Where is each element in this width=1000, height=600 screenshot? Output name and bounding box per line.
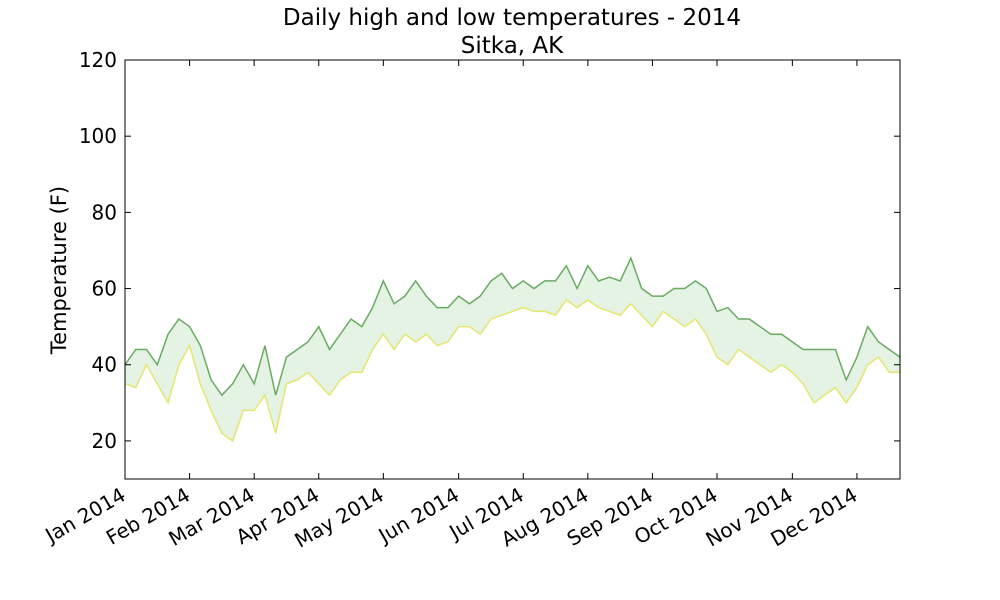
y-tick-label: 20 bbox=[92, 429, 117, 453]
chart-title: Daily high and low temperatures - 2014 bbox=[283, 5, 741, 31]
y-tick-label: 60 bbox=[92, 277, 117, 301]
y-tick-label: 80 bbox=[92, 200, 117, 224]
fill-between bbox=[125, 258, 900, 441]
x-tick-label: Jun 2014 bbox=[373, 483, 463, 549]
y-tick-label: 120 bbox=[79, 48, 117, 72]
plot-frame bbox=[124, 59, 901, 480]
series-line bbox=[124, 256, 901, 397]
y-tick-label: 40 bbox=[92, 353, 117, 377]
y-tick-label: 100 bbox=[79, 124, 117, 148]
y-axis-label: Temperature (F) bbox=[47, 186, 71, 355]
series-line bbox=[124, 298, 900, 443]
chart-subtitle: Sitka, AK bbox=[461, 33, 564, 59]
